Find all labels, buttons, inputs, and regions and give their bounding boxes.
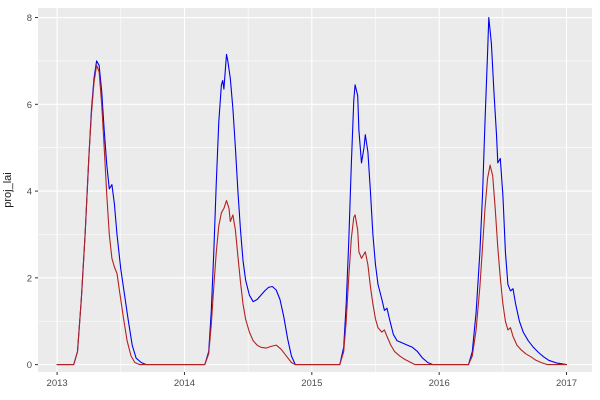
y-tick-label: 2 [27,273,32,284]
x-tick-label: 2014 [174,378,195,389]
y-tick-label: 8 [27,13,32,24]
plot-panel [38,8,592,372]
x-tick-label: 2017 [556,378,577,389]
x-tick-label: 2016 [429,378,450,389]
y-axis-title: proj_lai [2,172,14,208]
y-tick-label: 0 [27,360,32,371]
y-tick-label: 4 [27,187,32,198]
series-line-red-projection [56,64,568,366]
x-tick-label: 2015 [301,378,322,389]
x-tick-label: 2013 [47,378,68,389]
y-tick-label: 6 [27,100,32,111]
